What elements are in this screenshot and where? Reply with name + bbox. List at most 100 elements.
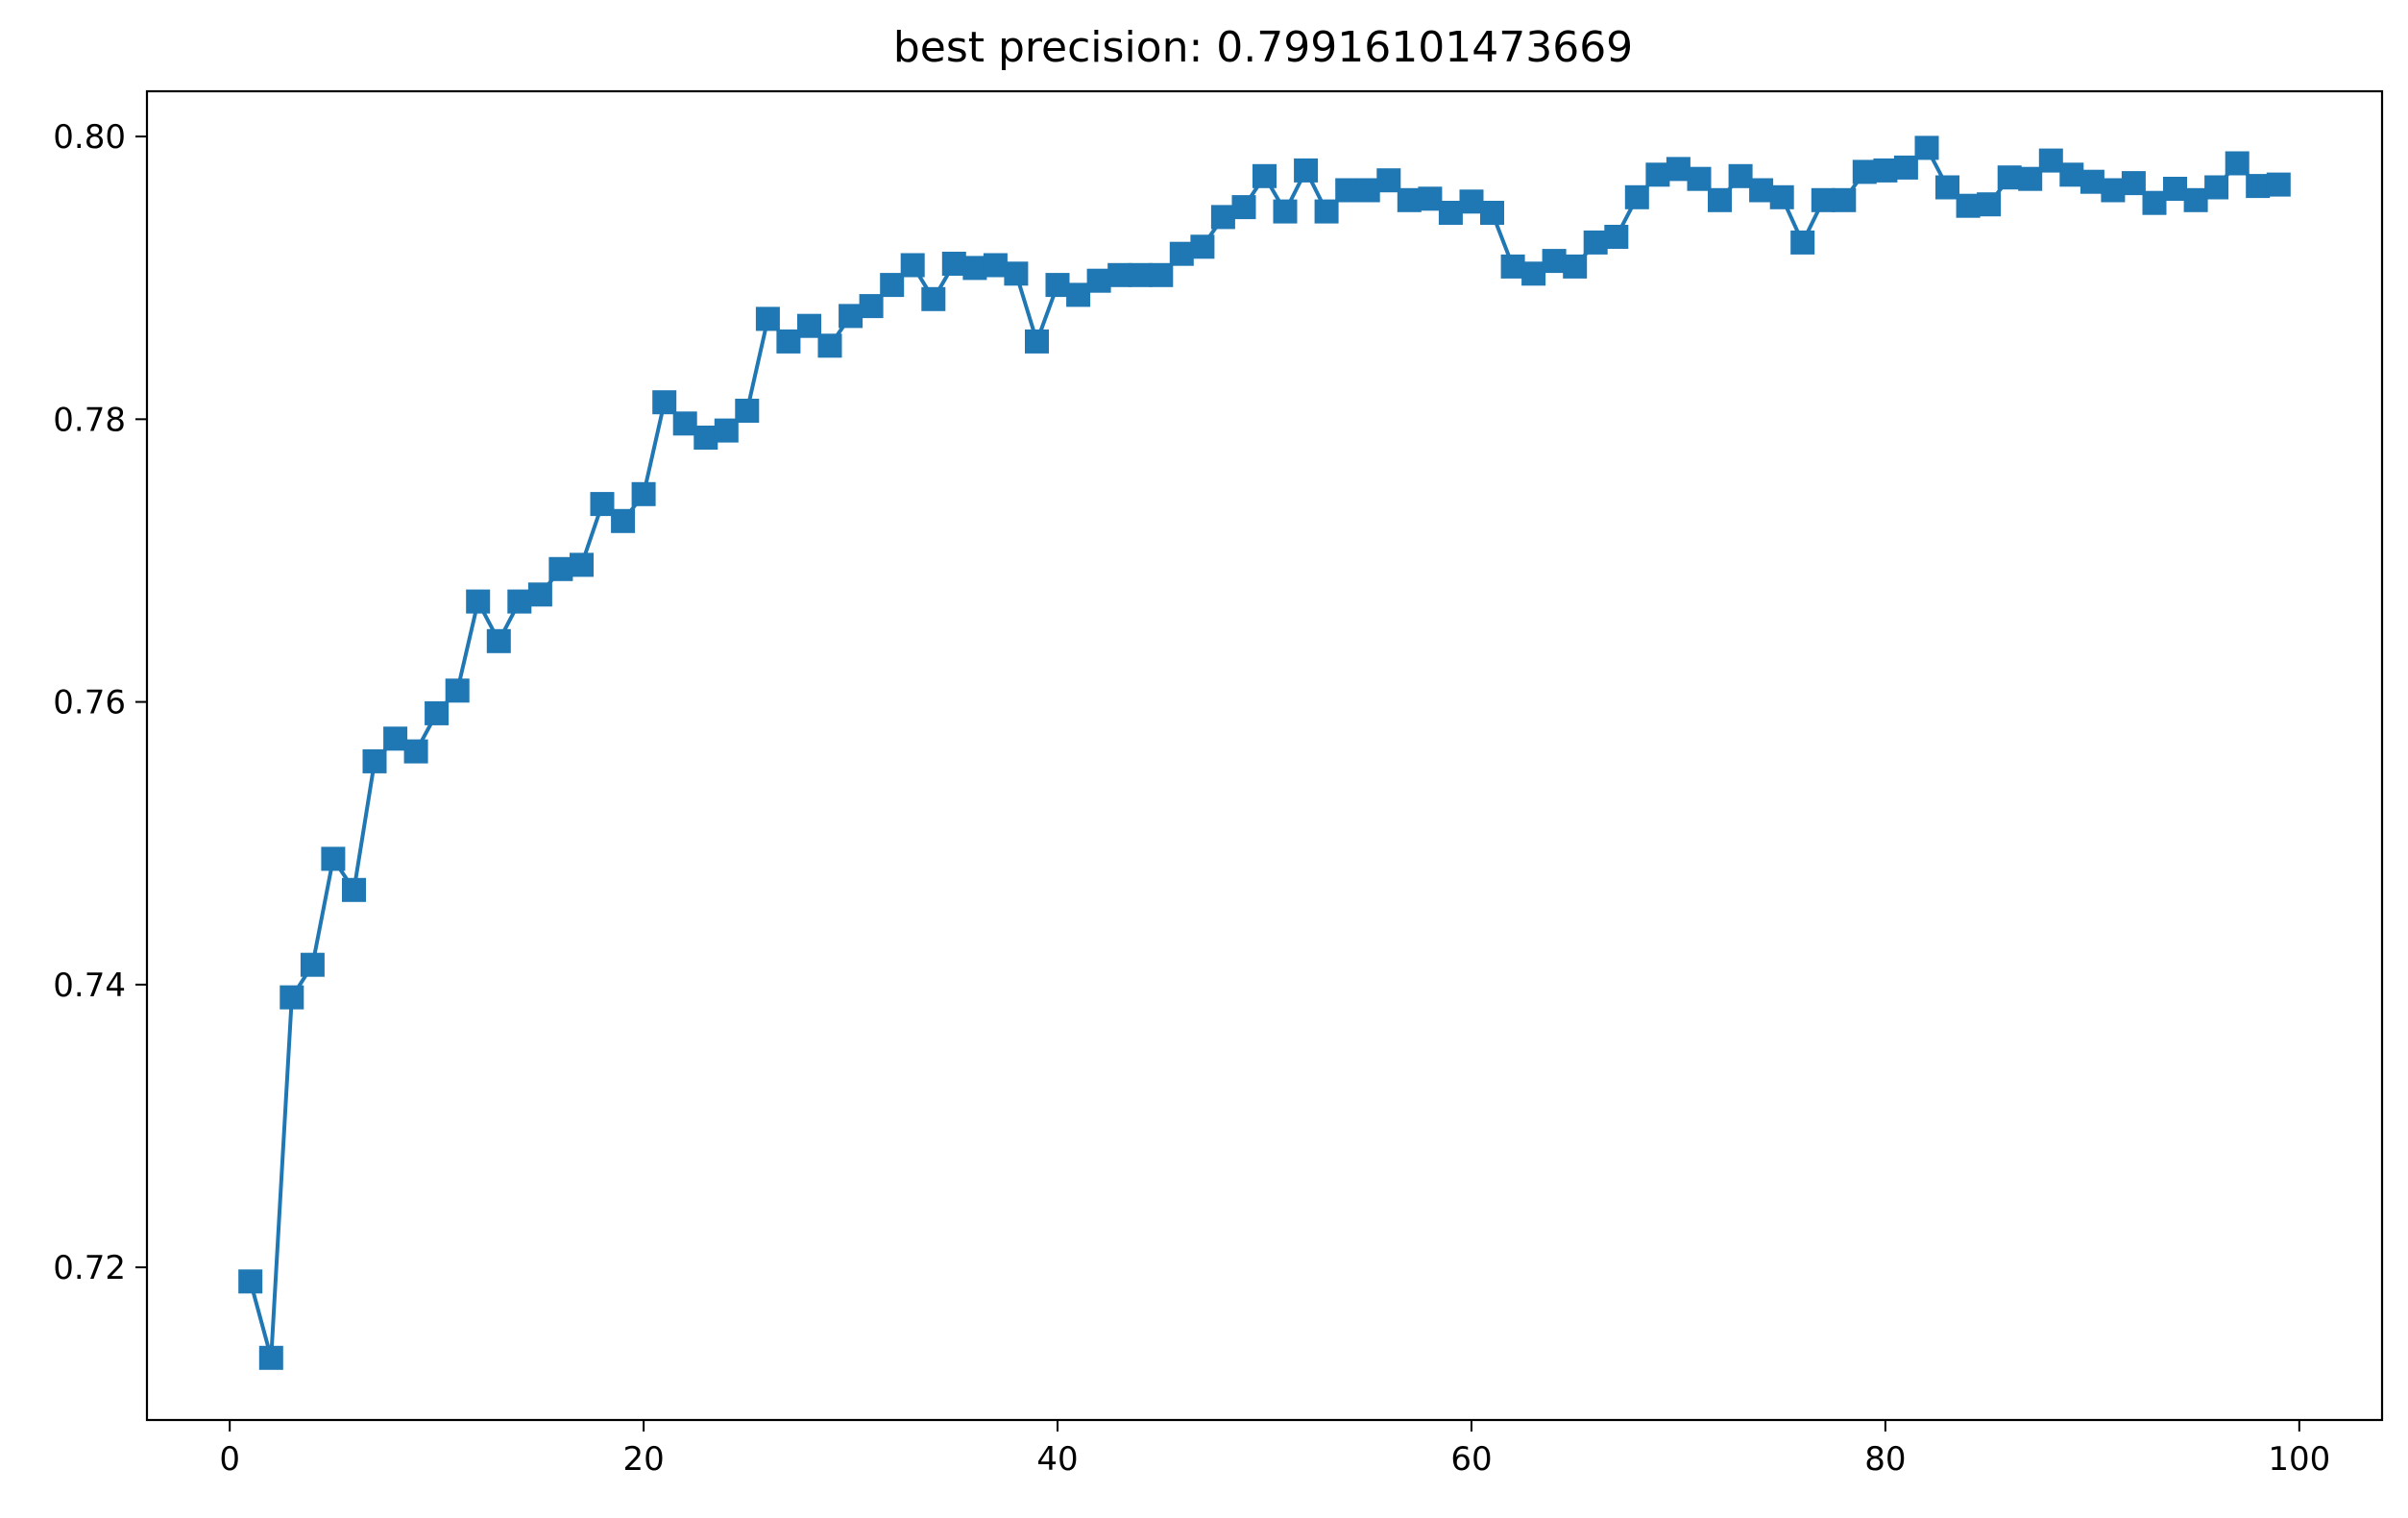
data-point-marker [941, 252, 966, 276]
data-point-marker [2121, 171, 2146, 196]
data-point-marker [817, 333, 842, 358]
data-point-marker [342, 877, 366, 902]
data-point-marker [1708, 187, 1732, 212]
data-point-marker [1914, 135, 1939, 160]
y-tick-label: 0.74 [53, 967, 126, 1005]
data-point-marker [1542, 249, 1567, 274]
x-tick-label: 60 [1450, 1440, 1492, 1479]
data-point-marker [2038, 148, 2063, 173]
data-point-marker [1769, 184, 1794, 209]
data-point-marker [2183, 187, 2208, 212]
data-point-marker [1956, 193, 1981, 218]
y-tick-label: 0.72 [53, 1249, 126, 1287]
data-point-marker [1997, 165, 2022, 190]
data-point-marker [611, 508, 636, 533]
data-point-marker [1728, 163, 1753, 188]
data-point-marker [1811, 187, 1836, 212]
data-point-marker [1190, 234, 1215, 259]
data-point-marker [425, 700, 450, 725]
plot-area [238, 135, 2291, 1370]
data-point-marker [1500, 254, 1525, 279]
data-point-marker [1438, 201, 1463, 225]
data-point-marker [1107, 262, 1132, 287]
data-point-marker [300, 952, 325, 977]
data-point-marker [2142, 190, 2167, 215]
data-point-marker [797, 313, 821, 338]
data-point-marker [693, 426, 718, 450]
data-point-marker [1376, 168, 1401, 193]
axes-frame [145, 89, 2384, 1422]
data-point-marker [962, 256, 987, 281]
data-point-marker [1025, 329, 1049, 354]
data-point-marker [1977, 192, 2002, 217]
data-point-marker [1231, 195, 1256, 220]
data-point-marker [1294, 158, 1319, 183]
data-point-marker [1687, 166, 1712, 191]
data-point-marker [548, 556, 573, 581]
data-point-marker [570, 552, 594, 577]
data-point-marker [1128, 262, 1153, 287]
data-point-marker [1004, 261, 1029, 286]
data-point-marker [921, 286, 946, 311]
data-point-marker [2101, 178, 2126, 203]
x-tick-label: 20 [622, 1440, 664, 1479]
data-point-marker [445, 678, 470, 703]
data-point-marker [1852, 159, 1877, 184]
data-point-marker [321, 846, 346, 871]
x-tick-label: 0 [219, 1440, 240, 1479]
data-point-marker [1066, 282, 1091, 307]
data-point-marker [1935, 175, 1959, 200]
data-point-marker [362, 748, 387, 773]
data-point-marker [1790, 230, 1815, 255]
data-point-marker [1645, 162, 1670, 187]
data-point-marker [1893, 155, 1918, 180]
data-point-marker [1045, 273, 1070, 298]
data-point-marker [590, 492, 615, 517]
data-point-marker [466, 589, 491, 614]
data-point-marker [1459, 189, 1484, 214]
data-point-marker [983, 253, 1008, 278]
data-point-marker [1253, 163, 1277, 188]
data-point-marker [383, 726, 408, 751]
data-point-marker [486, 628, 511, 653]
x-tick-label: 80 [1864, 1440, 1906, 1479]
y-axis: 0.72 0.74 0.76 0.78 0.80 [53, 118, 147, 1287]
data-point-marker [880, 273, 905, 298]
x-axis: 0 20 40 60 80 100 [219, 1420, 2330, 1479]
data-point-marker [1583, 230, 1608, 255]
data-point-marker [1210, 205, 1235, 230]
data-point-marker [1397, 187, 1422, 212]
data-point-marker [714, 418, 739, 443]
data-point-marker [2225, 151, 2250, 176]
data-point-marker [2266, 172, 2291, 197]
data-point-marker [2246, 174, 2271, 199]
data-point-marker [1149, 262, 1174, 287]
data-point-marker [1666, 157, 1690, 182]
data-point-marker [1521, 261, 1546, 286]
x-tick-label: 40 [1036, 1440, 1078, 1479]
data-point-marker [1873, 158, 1898, 183]
data-point-marker [527, 582, 552, 607]
data-point-marker [652, 390, 677, 415]
data-point-marker [755, 306, 780, 331]
data-point-marker [735, 399, 760, 423]
y-tick-label: 0.80 [53, 118, 126, 157]
data-point-marker [1355, 178, 1380, 203]
data-point-marker [2204, 175, 2229, 200]
data-point-marker [672, 411, 697, 436]
data-point-marker [2163, 177, 2187, 201]
y-tick-label: 0.76 [53, 684, 126, 722]
data-point-marker [1624, 184, 1649, 209]
data-point-marker [238, 1269, 263, 1294]
data-point-marker [859, 294, 884, 319]
data-point-marker [631, 481, 656, 506]
data-point-marker [403, 739, 428, 764]
data-point-marker [2018, 166, 2043, 191]
data-point-marker [776, 329, 801, 354]
data-point-marker [1832, 187, 1857, 212]
data-point-marker [1604, 225, 1629, 249]
data-point-marker [1314, 199, 1339, 224]
data-point-marker [1335, 178, 1360, 203]
data-point-marker [1273, 199, 1298, 224]
